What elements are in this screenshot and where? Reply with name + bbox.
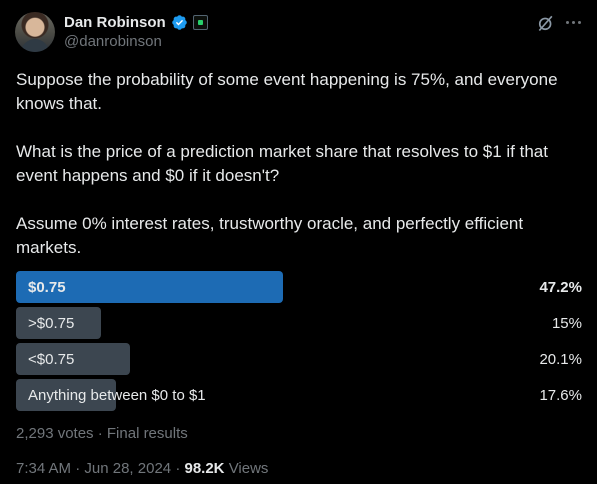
poll-option-1: $0.75 47.2% [16, 271, 582, 303]
poll-bar [16, 307, 101, 339]
views-count: 98.2K [184, 460, 225, 477]
verified-badge-icon[interactable] [171, 14, 188, 31]
tweet-text: Suppose the probability of some event ha… [16, 68, 581, 260]
meta-separator: · [175, 460, 181, 477]
poll: $0.75 47.2% >$0.75 15% <$0.75 20.1% Anyt… [16, 271, 582, 415]
affiliation-badge-icon[interactable] [192, 14, 208, 30]
avatar-shoulders [21, 39, 49, 52]
tweet-paragraph-1: Suppose the probability of some event ha… [16, 70, 558, 113]
views-label: Views [228, 460, 269, 477]
tweet-paragraph-3: Assume 0% interest rates, trustworthy or… [16, 214, 524, 257]
avatar[interactable] [15, 12, 55, 52]
timestamp-row: 7:34 AM · Jun 28, 2024 · 98.2K Views [16, 460, 268, 477]
poll-option-percent: 20.1% [539, 350, 582, 368]
poll-option-label: >$0.75 [28, 314, 75, 332]
post-time[interactable]: 7:34 AM [16, 460, 72, 477]
poll-option-label: Anything between $0 to $1 [28, 386, 206, 404]
tweet-paragraph-2: What is the price of a prediction market… [16, 142, 548, 185]
poll-option-4: Anything between $0 to $1 17.6% [16, 379, 582, 411]
poll-votes: 2,293 votes · Final results [16, 425, 188, 442]
poll-option-percent: 15% [551, 314, 582, 332]
post-date[interactable]: Jun 28, 2024 [84, 460, 172, 477]
poll-option-label: <$0.75 [28, 350, 75, 368]
poll-option-label: $0.75 [28, 278, 66, 296]
poll-option-3: <$0.75 20.1% [16, 343, 582, 375]
author-handle[interactable]: @danrobinson [64, 33, 162, 50]
meta-separator: · [75, 460, 81, 477]
author-name-row: Dan Robinson [64, 12, 208, 32]
author-display-name[interactable]: Dan Robinson [64, 13, 166, 31]
poll-option-percent: 47.2% [539, 278, 582, 296]
poll-bar [16, 379, 116, 411]
poll-bar [16, 343, 130, 375]
poll-option-percent: 17.6% [539, 386, 582, 404]
more-dots-icon[interactable] [563, 12, 583, 32]
poll-bar [16, 271, 283, 303]
poll-option-2: >$0.75 15% [16, 307, 582, 339]
grok-icon[interactable] [536, 13, 556, 33]
